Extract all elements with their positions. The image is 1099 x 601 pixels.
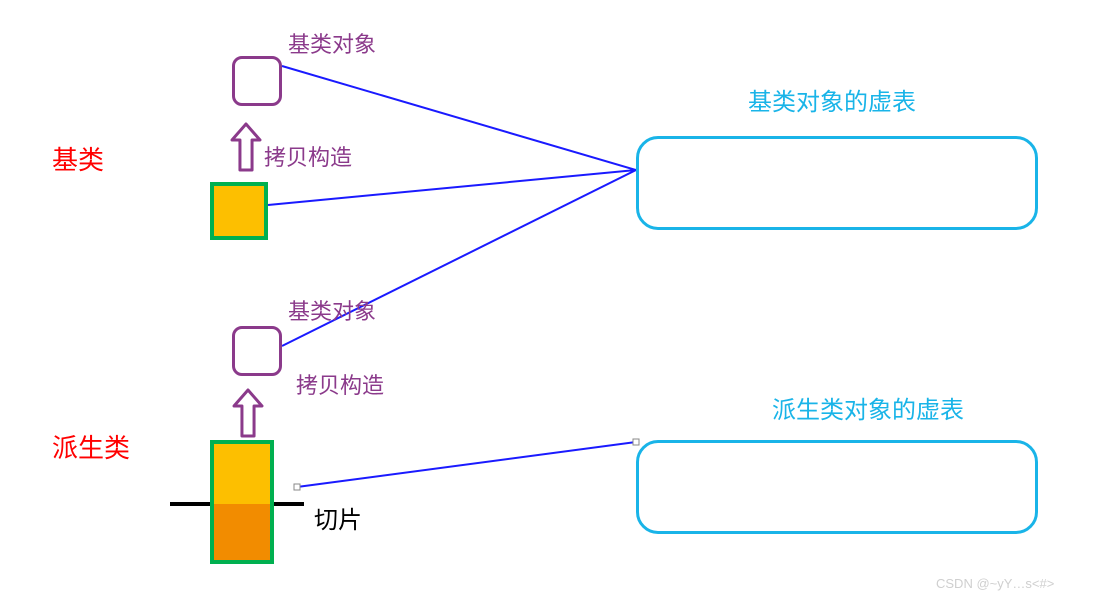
shape-orange_box_1 (210, 182, 268, 240)
shape-vtable_2 (636, 440, 1038, 534)
label-slice: 切片 (314, 500, 362, 535)
label-copy_ctor_1: 拷贝构造 (264, 140, 352, 172)
line-line_4 (297, 442, 636, 487)
label-base_class: 基类 (52, 140, 104, 177)
label-base_obj_1: 基类对象 (288, 27, 376, 59)
shape-small_box_2 (232, 326, 282, 376)
line-line_2 (268, 170, 636, 205)
label-base_obj_2: 基类对象 (288, 294, 376, 326)
label-base_vtable: 基类对象的虚表 (748, 82, 916, 117)
arrow-arrow_1 (229, 122, 263, 176)
label-copy_ctor_2: 拷贝构造 (296, 368, 384, 400)
arrow-arrow_2 (231, 388, 265, 442)
shape-orange_box_2_border (210, 440, 274, 564)
shape-small_box_1 (232, 56, 282, 106)
shape-vtable_1 (636, 136, 1038, 230)
label-derived_class: 派生类 (52, 428, 130, 465)
label-derived_vtable: 派生类对象的虚表 (772, 390, 964, 425)
label-watermark: CSDN @~yY…s<#> (936, 576, 1054, 591)
